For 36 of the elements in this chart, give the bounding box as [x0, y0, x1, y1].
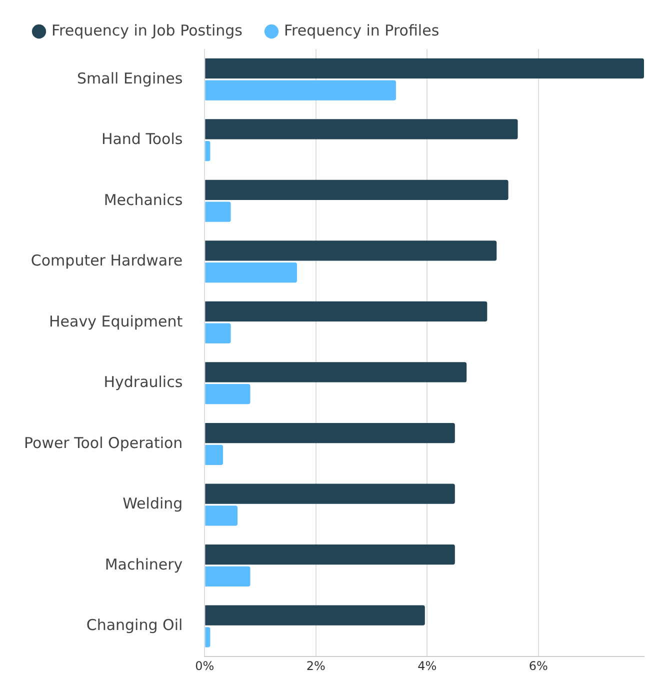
bar — [205, 566, 250, 586]
bar — [205, 605, 425, 626]
bar — [205, 422, 455, 444]
x-tick-label: 0% — [195, 658, 214, 673]
x-tick-label: 6% — [528, 658, 548, 673]
bar — [205, 141, 210, 162]
bar — [205, 80, 396, 100]
y-tick-label: Hydraulics — [104, 373, 183, 392]
legend-label: Frequency in Profiles — [284, 21, 440, 40]
bar — [205, 119, 518, 140]
y-tick-label: Heavy Equipment — [49, 312, 183, 330]
y-tick-label: Mechanics — [104, 190, 183, 209]
bar — [205, 180, 508, 200]
y-tick-label: Small Engines — [77, 69, 183, 88]
y-tick-label: Welding — [122, 494, 183, 513]
y-tick-label: Computer Hardware — [30, 252, 183, 270]
y-tick-label: Hand Tools — [101, 130, 183, 148]
bar — [205, 627, 210, 648]
bar — [205, 262, 297, 283]
bar — [205, 362, 467, 382]
bar — [205, 58, 644, 79]
bar — [205, 544, 455, 565]
y-tick-label: Machinery — [104, 555, 183, 574]
bar — [205, 384, 250, 404]
x-tick-label: 4% — [418, 658, 437, 673]
bar — [205, 240, 497, 261]
bar — [205, 484, 455, 504]
y-tick-label: Power Tool Operation — [24, 434, 183, 452]
y-tick-label: Changing Oil — [86, 616, 183, 634]
bar — [205, 444, 224, 465]
bar — [205, 202, 231, 222]
legend-label: Frequency in Job Postings — [52, 21, 243, 40]
bar — [205, 301, 488, 322]
x-tick-label: 2% — [306, 658, 326, 673]
bar — [205, 323, 231, 344]
bar — [205, 506, 238, 526]
